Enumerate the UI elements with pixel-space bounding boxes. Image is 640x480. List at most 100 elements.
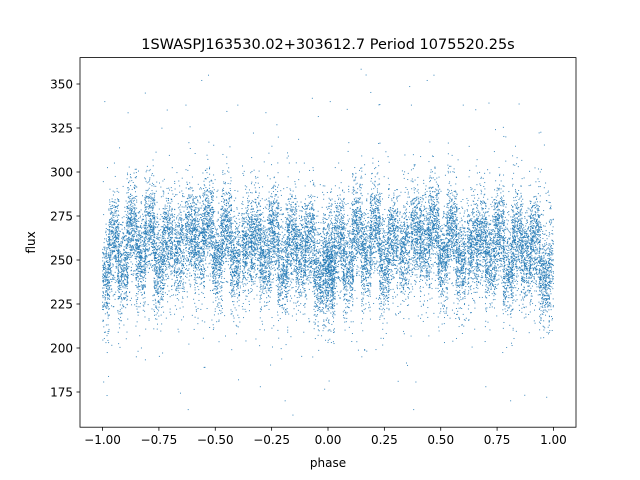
- data-point: [376, 217, 378, 219]
- data-point: [124, 298, 126, 300]
- data-point: [340, 216, 342, 218]
- data-point: [129, 253, 131, 255]
- data-point: [358, 241, 360, 243]
- data-point: [340, 213, 342, 215]
- data-point: [163, 249, 165, 251]
- data-point: [361, 252, 363, 254]
- data-point: [126, 303, 128, 305]
- data-point: [384, 208, 386, 210]
- data-point: [129, 208, 131, 210]
- data-point: [163, 258, 165, 260]
- data-point: [117, 286, 119, 288]
- data-point: [152, 253, 154, 255]
- data-point: [332, 294, 334, 296]
- data-point: [333, 267, 335, 269]
- data-point: [383, 252, 385, 254]
- data-point: [325, 274, 327, 276]
- data-point: [369, 235, 371, 237]
- data-point: [334, 229, 336, 231]
- data-point: [143, 276, 145, 278]
- data-point: [107, 243, 109, 245]
- data-point: [130, 219, 132, 221]
- data-point: [152, 214, 154, 216]
- data-point: [368, 235, 370, 237]
- data-point: [348, 275, 350, 277]
- data-point: [343, 275, 345, 277]
- data-point: [111, 221, 113, 223]
- data-point: [331, 292, 333, 294]
- data-point: [380, 301, 382, 303]
- data-point: [357, 244, 359, 246]
- data-point: [330, 283, 332, 285]
- data-point: [341, 252, 343, 254]
- data-point: [123, 251, 125, 253]
- data-point: [133, 221, 135, 223]
- data-point: [355, 253, 357, 255]
- data-point: [348, 252, 350, 254]
- data-point: [360, 187, 362, 189]
- data-point: [352, 301, 354, 303]
- data-point: [111, 211, 113, 213]
- data-point: [367, 221, 369, 223]
- data-point: [149, 178, 151, 180]
- data-point: [129, 224, 131, 226]
- data-point: [358, 233, 360, 235]
- data-point: [157, 281, 159, 283]
- data-point: [116, 188, 118, 190]
- data-point: [118, 292, 120, 294]
- data-point: [352, 268, 354, 270]
- data-point: [141, 294, 143, 296]
- data-point: [153, 220, 155, 222]
- data-point: [338, 225, 340, 227]
- data-point: [343, 247, 345, 249]
- data-point: [348, 326, 350, 328]
- data-point: [359, 201, 361, 203]
- data-point: [116, 220, 118, 222]
- data-point: [347, 230, 349, 232]
- data-point: [111, 290, 113, 292]
- data-point: [369, 247, 371, 249]
- data-point: [113, 256, 115, 258]
- data-point: [361, 285, 363, 287]
- data-point: [379, 297, 381, 299]
- data-point: [109, 238, 111, 240]
- data-point: [151, 230, 153, 232]
- data-point: [108, 208, 110, 210]
- data-point: [104, 275, 106, 277]
- data-point: [123, 287, 125, 289]
- data-point: [337, 230, 339, 232]
- data-point: [113, 216, 115, 218]
- data-point: [105, 307, 107, 309]
- data-point: [135, 284, 137, 286]
- data-point: [122, 286, 124, 288]
- data-point: [343, 248, 345, 250]
- data-point: [379, 215, 381, 217]
- data-point: [117, 261, 119, 263]
- data-point: [370, 260, 372, 262]
- data-point: [110, 278, 112, 280]
- data-point: [370, 217, 372, 219]
- data-point: [359, 205, 361, 207]
- data-point: [354, 201, 356, 203]
- data-point: [325, 282, 327, 284]
- data-point: [116, 260, 118, 262]
- data-point: [378, 231, 380, 233]
- data-point: [381, 252, 383, 254]
- data-point: [379, 283, 381, 285]
- data-point: [352, 209, 354, 210]
- data-point: [335, 256, 337, 258]
- data-point: [368, 261, 370, 263]
- data-point: [338, 228, 340, 230]
- data-point: [342, 311, 344, 313]
- data-point: [361, 264, 363, 266]
- data-point: [362, 292, 364, 294]
- data-point: [338, 294, 340, 296]
- data-point: [334, 310, 336, 312]
- data-point: [357, 197, 359, 199]
- data-point: [364, 285, 366, 287]
- data-point: [136, 219, 138, 221]
- data-point: [348, 233, 350, 235]
- data-point: [371, 247, 373, 249]
- data-point: [153, 232, 155, 234]
- data-point: [351, 208, 353, 210]
